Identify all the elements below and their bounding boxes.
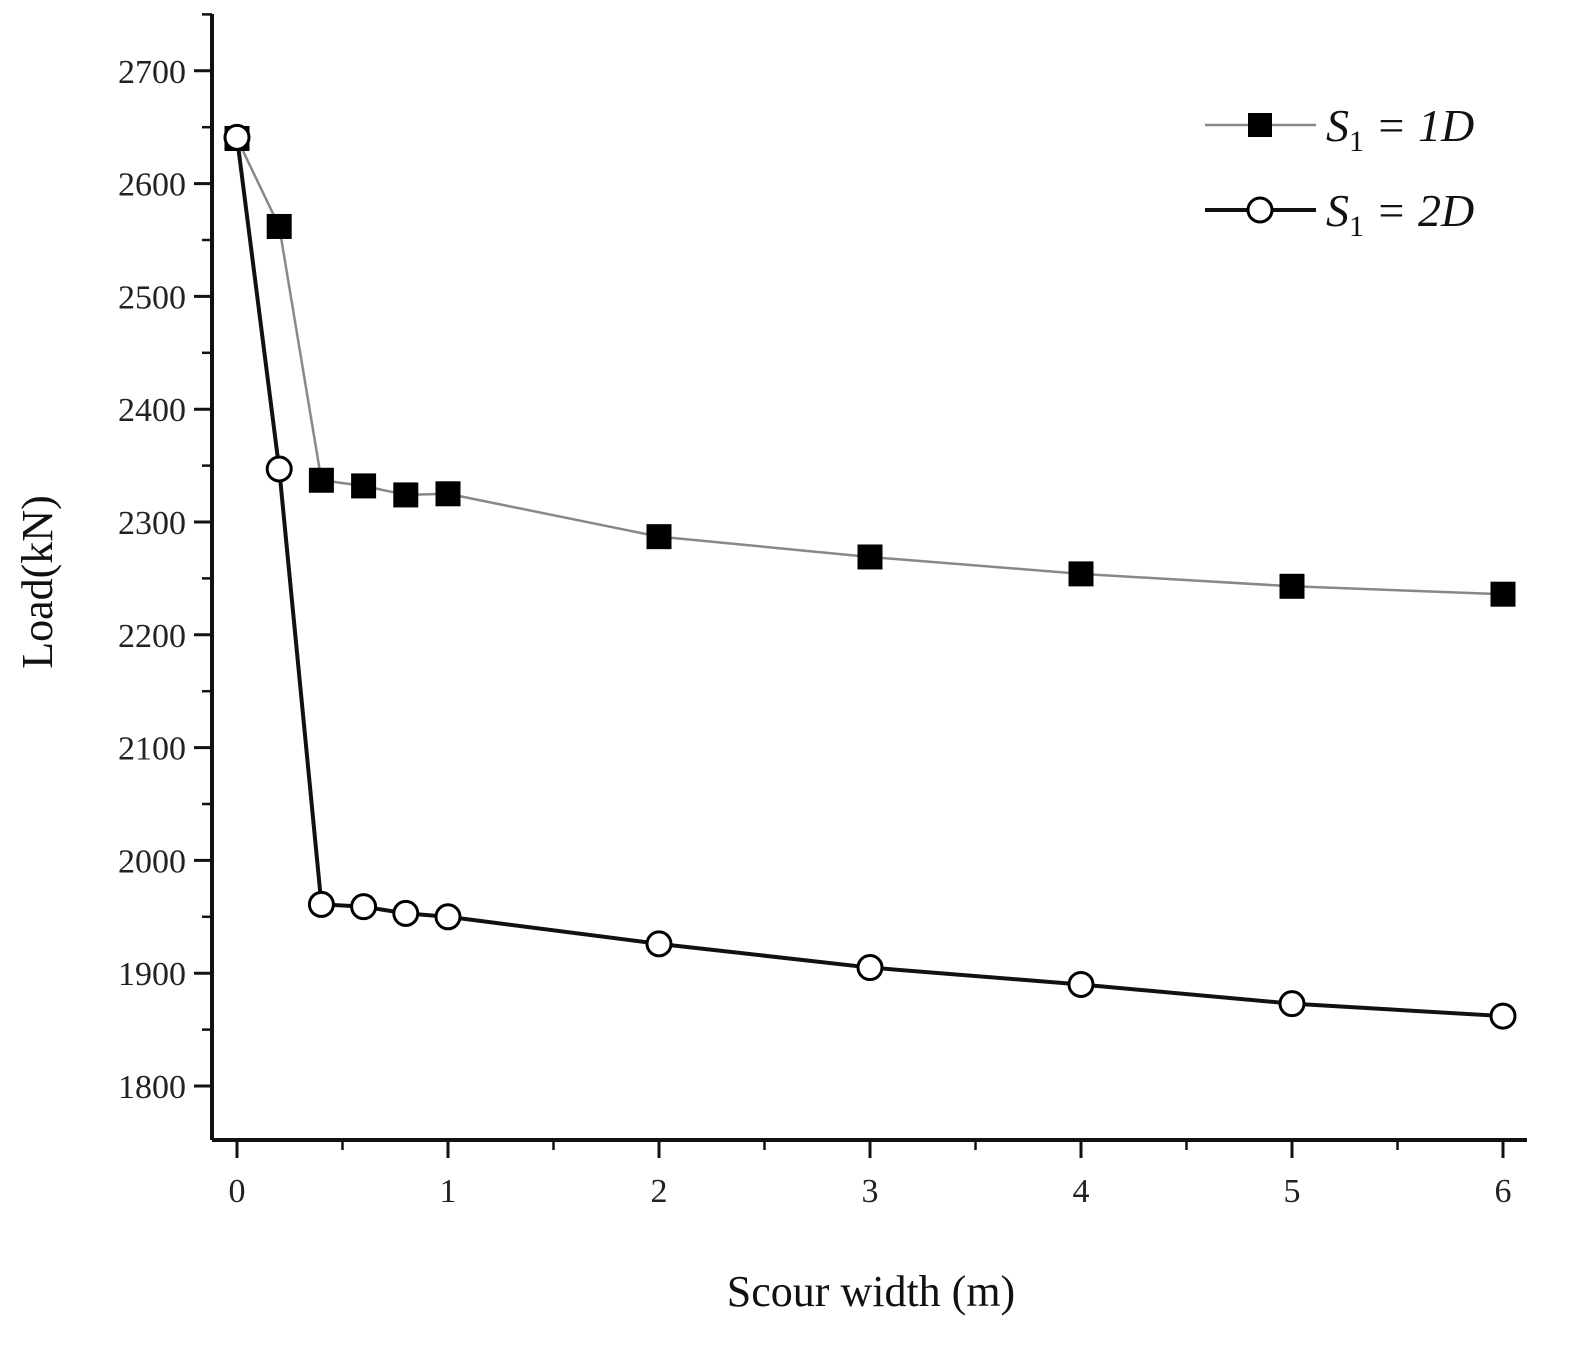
legend-item-2: S1 = 2D [1205,185,1474,243]
y-tick-label: 1900 [118,956,186,993]
data-point-circle [392,899,420,927]
series-layer [223,123,1517,1030]
data-point-circle [645,930,673,958]
legend-marker-square [1248,113,1272,137]
series-2 [223,123,1517,1030]
x-tick-label: 5 [1284,1173,1301,1210]
data-point-circle [265,455,293,483]
x-tick-label: 0 [229,1173,246,1210]
y-tick-label: 2200 [118,618,186,655]
legend-item-1: S1 = 1D [1205,100,1474,158]
data-point-circle [1278,990,1306,1018]
x-tick-label: 2 [651,1173,668,1210]
data-point-square [1279,573,1305,599]
data-point-circle [223,123,251,151]
legend-label: S1 = 1D [1326,100,1474,158]
y-tick-label: 2000 [118,843,186,880]
data-point-square [266,213,292,239]
data-point-circle [350,893,378,921]
legend-label: S1 = 2D [1326,185,1474,243]
x-axis-title: Scour width (m) [727,1267,1015,1316]
series-1 [224,125,1516,607]
data-point-circle [307,890,335,918]
y-axis-title: Load(kN) [13,495,62,669]
y-tick-label: 2500 [118,279,186,316]
y-tick-label: 1800 [118,1069,186,1106]
y-tick-label: 2700 [118,54,186,91]
x-tick-label: 6 [1495,1173,1512,1210]
x-tick-label: 3 [862,1173,879,1210]
data-point-square [351,473,377,499]
data-point-circle [1489,1002,1517,1030]
data-point-square [435,481,461,507]
y-tick-label: 2600 [118,167,186,204]
axes: 1800 1900 2000 2100 2200 2300 2400 2500 2600 2700… [118,13,1527,1210]
data-point-circle [856,954,884,982]
y-tick-label: 2400 [118,392,186,429]
data-point-square [857,544,883,570]
data-point-square [308,467,334,493]
y-tick-label: 2100 [118,731,186,768]
y-tick-label: 2300 [118,505,186,542]
data-point-square [1068,561,1094,587]
x-tick-label: 1 [440,1173,457,1210]
legend-marker-circle [1246,196,1274,224]
data-point-square [1490,581,1516,607]
data-point-square [646,524,672,550]
data-point-circle [1067,970,1095,998]
x-tick-label: 4 [1073,1173,1090,1210]
data-point-square [393,482,419,508]
data-point-circle [434,903,462,931]
legend: S1 = 1D S1 = 2D [1205,100,1474,243]
